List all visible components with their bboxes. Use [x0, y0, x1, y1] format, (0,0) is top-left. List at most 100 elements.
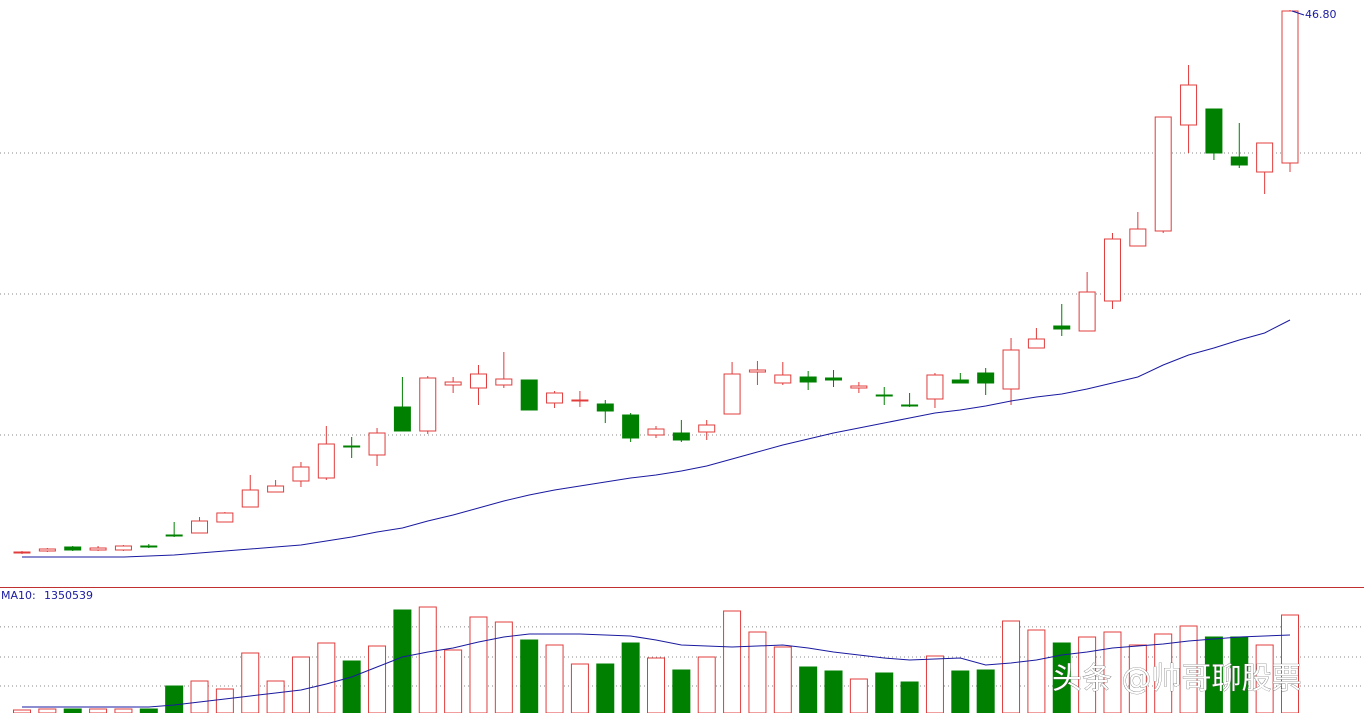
volume-bar [570, 663, 589, 713]
candle-body [799, 376, 817, 383]
candle-body [1180, 84, 1198, 126]
candle-body [343, 445, 361, 448]
volume-bar [38, 708, 57, 713]
volume-bar [773, 646, 792, 713]
volume-bar [900, 681, 919, 713]
candle-body [444, 381, 462, 386]
candle-body [1053, 325, 1071, 330]
candle-body [292, 466, 310, 482]
candle-body [165, 534, 183, 537]
volume-bar [291, 656, 310, 713]
candle-body [89, 547, 107, 551]
candle-body [723, 373, 741, 415]
volume-bar [342, 660, 361, 713]
candle-body [393, 406, 411, 432]
volume-bar [469, 616, 488, 713]
volume-bar [1255, 644, 1274, 713]
volume-bar [494, 621, 513, 713]
volume-bar [1103, 631, 1122, 713]
volume-bar [63, 708, 82, 713]
volume-bar [748, 631, 767, 713]
volume-bar [520, 639, 539, 713]
candle-body [951, 379, 969, 384]
candle-body [469, 373, 487, 389]
volume-bar [444, 649, 463, 713]
volume-bar [165, 685, 184, 713]
volume-bar [241, 652, 260, 713]
candle-body [1154, 116, 1172, 232]
volume-bar [1179, 625, 1198, 713]
volume-bar [139, 708, 158, 713]
candle-body [875, 394, 893, 397]
volume-bar [621, 642, 640, 713]
volume-bar [266, 680, 285, 713]
candle-body [114, 545, 132, 551]
candle-body [926, 374, 944, 400]
candle-body [1281, 10, 1299, 164]
candle-body [191, 520, 209, 534]
volume-bar [596, 663, 615, 713]
volume-bar [1002, 620, 1021, 713]
volume-bar [1154, 633, 1173, 713]
candle-body [1205, 108, 1223, 154]
volume-bar [951, 670, 970, 713]
candle-body [1103, 238, 1121, 302]
candle-body [520, 379, 538, 411]
volume-ma-value: 1350539 [44, 589, 93, 602]
candle-body [672, 432, 690, 441]
volume-bar [849, 678, 868, 713]
max-arrow [1291, 10, 1305, 16]
candle-body [825, 377, 843, 381]
max-label: 46.80 [1305, 8, 1337, 21]
candle-body [596, 403, 614, 412]
volume-bar [114, 708, 133, 713]
candle-body [698, 424, 716, 433]
watermark: 头条 @帅哥聊股票 [1052, 662, 1302, 697]
candle-body [1230, 156, 1248, 166]
candle-body [977, 372, 995, 384]
volume-ma-line [22, 633, 1291, 708]
candle-body [1027, 338, 1045, 349]
volume-bar [13, 709, 31, 713]
candle-body [267, 485, 285, 493]
volume-bar [824, 670, 843, 713]
candle-body [368, 432, 386, 456]
candle-body [1002, 349, 1020, 390]
candle-body [140, 545, 158, 548]
volume-bar [89, 708, 108, 713]
candle-body [241, 489, 259, 508]
candle-body [1078, 291, 1096, 332]
volume-bar [1128, 644, 1147, 713]
volume-bar [1281, 614, 1299, 713]
moving-average-line [22, 319, 1291, 558]
candle-body [748, 369, 766, 373]
candle-body [850, 385, 868, 389]
volume-bar [1078, 636, 1097, 713]
volume-bar [697, 656, 716, 713]
candle-body [571, 399, 589, 402]
volume-bar [545, 644, 564, 713]
candle-body [495, 378, 513, 386]
candle-body [64, 546, 82, 551]
volume-bar [925, 655, 944, 713]
candle-body [901, 404, 919, 407]
volume-bar [393, 609, 412, 713]
volume-bar [1052, 642, 1071, 713]
candle-body [419, 377, 437, 432]
volume-bar [317, 642, 336, 713]
candle-body [216, 512, 234, 523]
candle-body [38, 548, 56, 552]
volume-bar [799, 666, 818, 713]
volume-ma-name: MA10: [1, 589, 36, 602]
volume-bar [1027, 629, 1046, 713]
volume-bar [875, 672, 894, 713]
candle-body [1129, 228, 1147, 247]
candle-body [647, 428, 665, 436]
volume-bar [418, 606, 437, 713]
volume-bar [672, 669, 691, 713]
candle-body [317, 443, 335, 479]
candle-body [13, 551, 31, 554]
volume-bar [976, 669, 995, 713]
